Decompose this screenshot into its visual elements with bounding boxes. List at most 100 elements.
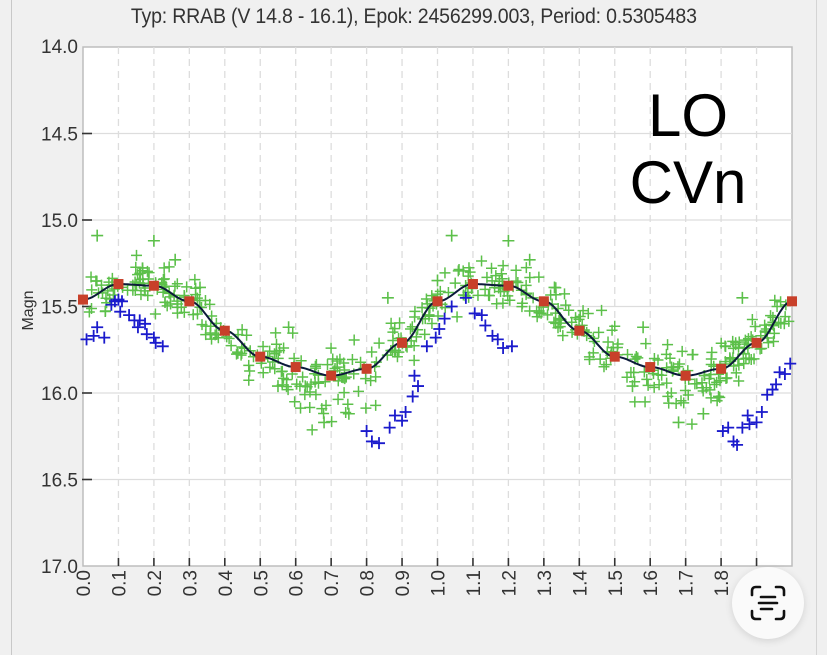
green-observation-point xyxy=(476,255,488,267)
green-observation-point xyxy=(305,378,317,390)
fit-marker xyxy=(148,280,159,291)
green-observation-point xyxy=(360,402,372,414)
y-tick-label: 16.0 xyxy=(41,384,78,405)
green-observation-point xyxy=(409,305,421,317)
green-observation-point xyxy=(746,313,758,325)
green-observation-point xyxy=(316,403,328,415)
green-observation-point xyxy=(675,395,687,407)
green-observation-point xyxy=(642,379,654,391)
green-observation-point xyxy=(442,287,454,299)
blue-observation-point xyxy=(743,418,756,431)
green-observation-point xyxy=(548,316,560,328)
green-observation-point xyxy=(708,379,720,391)
green-observation-point xyxy=(622,349,634,361)
blue-observation-point xyxy=(433,322,446,335)
green-observation-point xyxy=(426,290,438,302)
green-observation-point xyxy=(566,316,578,328)
green-observation-point xyxy=(679,385,691,397)
blue-observation-point xyxy=(80,333,93,346)
green-observation-point xyxy=(621,371,633,383)
green-observation-point xyxy=(733,375,745,387)
green-observation-point xyxy=(557,330,569,342)
green-observation-point xyxy=(434,285,446,297)
green-observation-point xyxy=(609,320,621,332)
green-outlier-point xyxy=(672,416,685,429)
green-observation-point xyxy=(278,342,290,354)
green-observation-point xyxy=(394,317,406,329)
x-tick-label: 1.3 xyxy=(535,570,556,596)
green-observation-point xyxy=(632,352,644,364)
green-observation-point xyxy=(338,387,350,399)
green-observation-point xyxy=(373,337,385,349)
scan-text-button[interactable] xyxy=(732,567,804,639)
y-tick-label: 17.0 xyxy=(41,557,78,578)
x-tick-label: 0.0 xyxy=(74,570,95,596)
green-observation-point xyxy=(593,326,605,338)
green-observation-point xyxy=(783,315,795,327)
green-observation-point xyxy=(449,277,461,289)
fit-marker xyxy=(467,279,478,290)
green-observation-point xyxy=(327,353,339,365)
green-outlier-point xyxy=(318,416,331,429)
blue-observation-point xyxy=(365,435,378,448)
green-observation-point xyxy=(288,352,300,364)
green-observation-point xyxy=(727,342,739,354)
green-observation-point xyxy=(665,361,677,373)
green-observation-point xyxy=(686,418,698,430)
green-observation-point xyxy=(310,389,322,401)
green-observation-point xyxy=(665,387,677,399)
x-tick-label: 0.9 xyxy=(393,570,414,596)
blue-observation-point xyxy=(123,309,136,322)
x-tick-label: 1.7 xyxy=(677,570,698,596)
green-observation-point xyxy=(560,299,572,311)
green-observation-point xyxy=(594,353,606,365)
green-observation-point xyxy=(696,377,708,389)
blue-observation-point xyxy=(360,425,373,438)
green-observation-point xyxy=(432,310,444,322)
blue-observation-point xyxy=(131,321,144,334)
green-observation-point xyxy=(748,353,760,365)
green-observation-point xyxy=(99,305,111,317)
fit-marker xyxy=(184,296,195,307)
green-outlier-point xyxy=(147,234,160,247)
green-observation-point xyxy=(100,292,112,304)
green-observation-point xyxy=(705,392,717,404)
blue-observation-point xyxy=(139,317,152,330)
x-tick-label: 0.3 xyxy=(180,570,201,596)
green-outlier-point xyxy=(169,253,182,266)
green-observation-point xyxy=(231,348,243,360)
green-observation-point xyxy=(130,249,142,261)
green-observation-point xyxy=(577,305,589,317)
green-observation-point xyxy=(771,300,783,312)
blue-observation-point xyxy=(475,309,488,322)
blue-observation-point xyxy=(736,421,749,434)
green-observation-point xyxy=(85,271,97,283)
blue-observation-point xyxy=(750,416,763,429)
blue-observation-point xyxy=(98,331,111,344)
green-observation-point xyxy=(768,327,780,339)
green-observation-point xyxy=(730,367,742,379)
green-outlier-point xyxy=(637,321,650,334)
green-observation-point xyxy=(439,267,451,279)
green-observation-point xyxy=(721,372,733,384)
green-observation-point xyxy=(598,361,610,373)
green-observation-point xyxy=(241,329,253,341)
green-observation-point xyxy=(533,271,545,283)
green-observation-point xyxy=(360,373,372,385)
green-observation-point xyxy=(486,262,498,274)
x-tick-label: 0.8 xyxy=(358,570,379,596)
y-tick-label: 15.5 xyxy=(41,298,78,319)
green-observation-point xyxy=(640,338,652,350)
green-observation-point xyxy=(235,349,247,361)
green-observation-point xyxy=(269,363,281,375)
green-observation-point xyxy=(661,377,673,389)
green-observation-point xyxy=(142,290,154,302)
green-outlier-point xyxy=(502,234,515,247)
green-outlier-point xyxy=(193,281,206,294)
green-observation-point xyxy=(453,264,465,276)
green-observation-point xyxy=(204,298,216,310)
star-name-line-1: LO xyxy=(648,82,728,149)
blue-observation-point xyxy=(91,321,104,334)
green-observation-point xyxy=(697,385,709,397)
green-observation-point xyxy=(600,359,612,371)
